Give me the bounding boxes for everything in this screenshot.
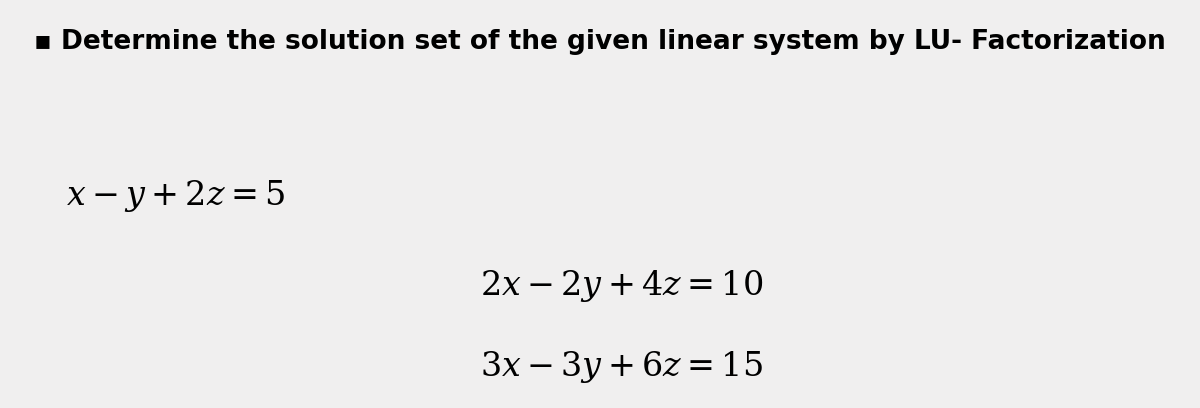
Text: ▪ Determine the solution set of the given linear system by LU- Factorization: ▪ Determine the solution set of the give… <box>34 29 1166 55</box>
Text: $x - y + 2z = 5$: $x - y + 2z = 5$ <box>66 178 286 214</box>
Text: $3x - 3y + 6z = 15$: $3x - 3y + 6z = 15$ <box>480 349 763 385</box>
Text: $2x - 2y + 4z = 10$: $2x - 2y + 4z = 10$ <box>480 268 763 304</box>
